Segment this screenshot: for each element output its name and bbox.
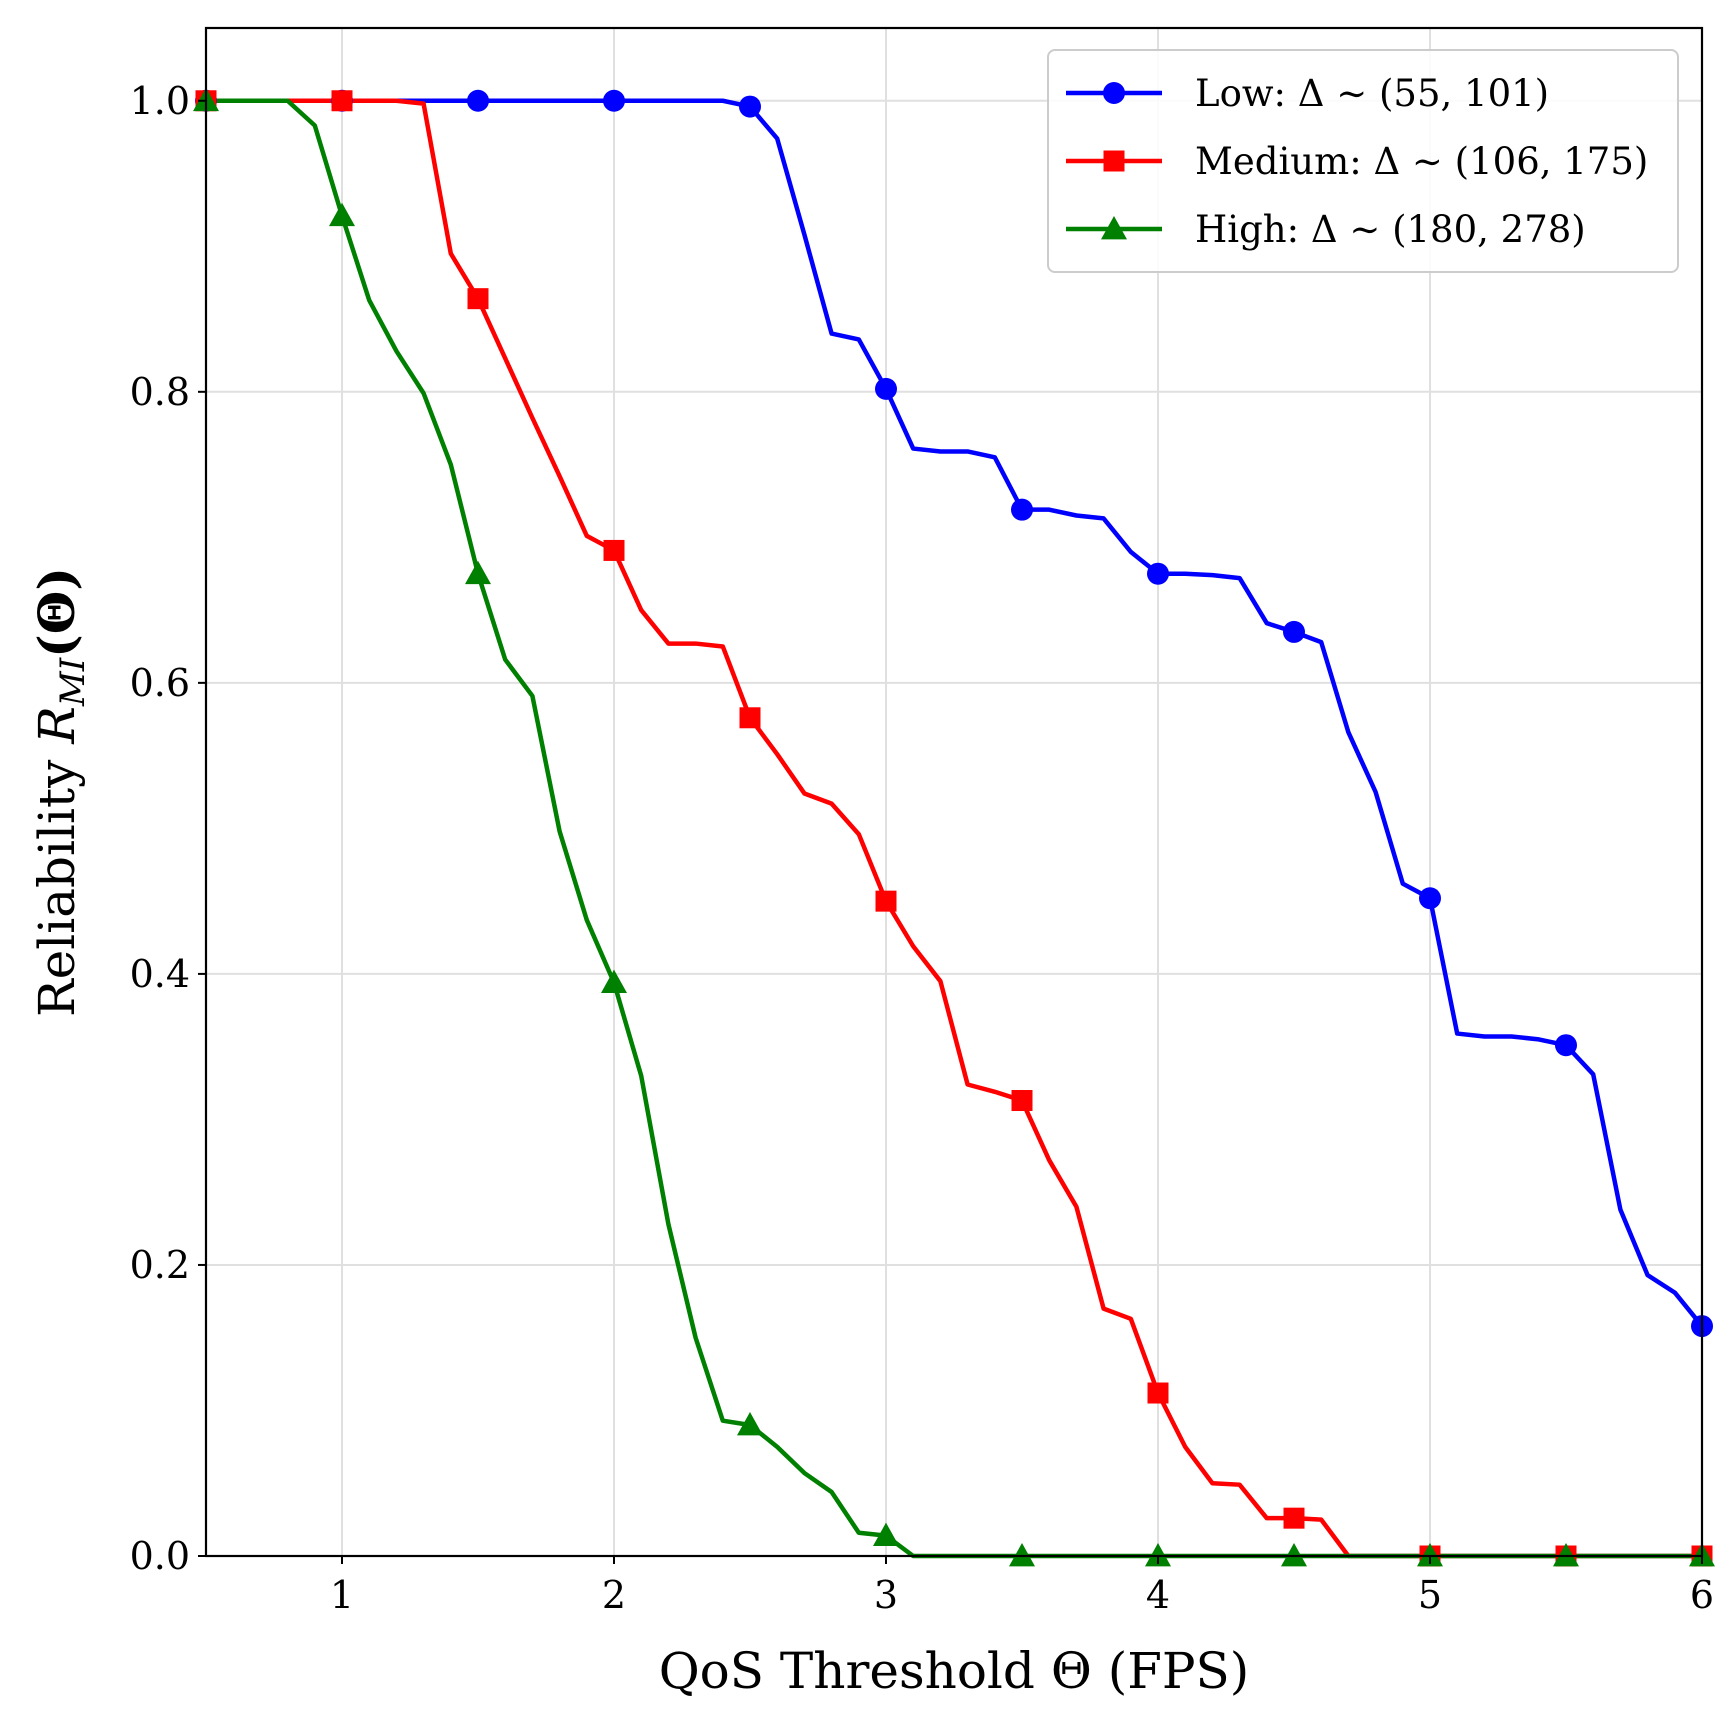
x-tick-label: 2	[602, 1573, 626, 1617]
data-point-circle	[1419, 887, 1441, 910]
plot-frame	[204, 26, 1704, 1558]
x-tick-label: 1	[330, 1573, 354, 1617]
data-point-circle	[1283, 620, 1305, 643]
legend-marker	[1103, 150, 1125, 172]
y-tick-label: 0.4	[130, 952, 190, 996]
y-tick-label: 0.6	[130, 661, 190, 705]
x-tick-label: 4	[1146, 1573, 1170, 1617]
legend-label: Medium: Δ ∼ (106, 175)	[1195, 140, 1648, 183]
grid	[206, 28, 1703, 1557]
data-point-triangle	[601, 969, 627, 994]
y-axis-title: Reliability RMI(Θ)	[27, 567, 93, 1017]
legend-marker	[1101, 216, 1127, 240]
y-axis-label-symbol: R	[28, 706, 86, 745]
y-axis-label-subscript: MI	[53, 657, 93, 707]
data-point-triangle	[1145, 1543, 1171, 1567]
data-point-circle	[875, 377, 897, 400]
x-tick-label: 6	[1690, 1573, 1714, 1617]
series-line-circle	[206, 98, 1704, 1328]
data-point-circle	[739, 95, 761, 118]
ticks: 1 2 3 4 5 6 0.0 0.2 0.4 0.6 0.8 1.0	[130, 79, 1715, 1617]
data-point-triangle	[329, 202, 355, 227]
data-point-square	[1283, 1507, 1305, 1529]
legend: Low: Δ ∼ (55, 101) Medium: Δ ∼ (106, 175)…	[1047, 49, 1679, 273]
data-point-square	[467, 288, 489, 310]
y-axis-label-argument: (Θ)	[27, 567, 86, 658]
y-tick-label: 0.0	[130, 1534, 190, 1578]
x-axis-title: QoS Threshold Θ (FPS)	[659, 1642, 1250, 1700]
data-point-triangle	[465, 560, 491, 585]
legend-marker	[1103, 82, 1125, 104]
data-point-triangle	[873, 1522, 899, 1547]
series-markers	[193, 87, 1715, 1567]
legend-label: High: Δ ∼ (180, 278)	[1195, 208, 1586, 251]
x-tick-label: 5	[1418, 1573, 1442, 1617]
y-axis-label-text: Reliability	[28, 759, 86, 1017]
data-point-square	[739, 707, 761, 729]
data-point-triangle	[1281, 1543, 1307, 1567]
x-tick-label: 3	[874, 1573, 898, 1617]
data-point-circle	[1147, 562, 1169, 585]
x-axis-label: QoS Threshold Θ (FPS)	[659, 1642, 1250, 1700]
y-tick-label: 1.0	[130, 79, 190, 123]
data-point-triangle	[1009, 1543, 1035, 1567]
data-point-circle	[603, 89, 625, 112]
data-point-square	[875, 890, 897, 912]
y-tick-label: 0.2	[130, 1243, 190, 1287]
data-point-circle	[1555, 1034, 1577, 1057]
data-point-triangle	[1417, 1543, 1443, 1567]
data-point-circle	[1011, 498, 1033, 521]
data-point-square	[331, 90, 353, 112]
data-point-square	[603, 539, 625, 561]
y-tick-label: 0.8	[130, 370, 190, 414]
data-point-triangle	[737, 1412, 763, 1436]
legend-frame	[1047, 49, 1679, 273]
y-axis-label: Reliability RMI(Θ)	[27, 567, 93, 1017]
data-point-square	[1147, 1382, 1169, 1404]
data-point-square	[1011, 1090, 1033, 1112]
data-point-circle	[467, 89, 489, 112]
data-point-triangle	[1553, 1543, 1579, 1567]
legend-label: Low: Δ ∼ (55, 101)	[1195, 72, 1549, 115]
